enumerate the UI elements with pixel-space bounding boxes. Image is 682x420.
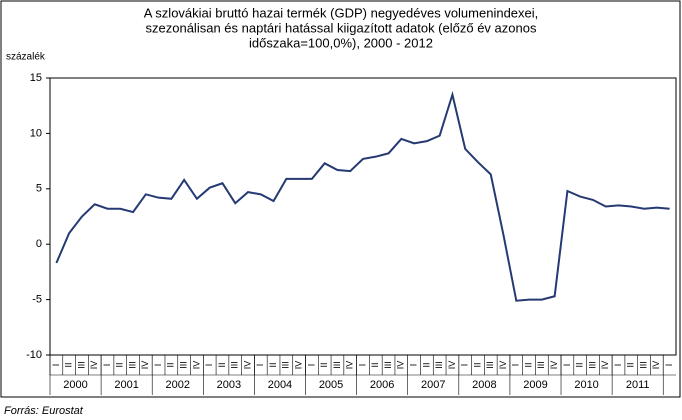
chart-frame (0, 0, 681, 398)
chart-title: időszaka=100,0%), 2000 - 2012 (249, 35, 433, 50)
x-tick-label: III (230, 361, 240, 369)
x-tick-label: II (115, 362, 125, 367)
year-label: 2010 (574, 379, 598, 391)
year-label: 2006 (370, 379, 394, 391)
x-tick-label: I (102, 364, 112, 367)
x-tick-label: III (536, 361, 546, 369)
x-tick-label: III (485, 361, 495, 369)
y-tick-label: 0 (36, 238, 42, 250)
year-label: 2009 (523, 379, 547, 391)
x-tick-label: IV (140, 361, 150, 370)
x-tick-label: II (64, 362, 74, 367)
x-tick-label: III (587, 361, 597, 369)
x-tick-label: III (638, 361, 648, 369)
x-tick-label: I (562, 364, 572, 367)
x-axis: I II III IV I II III IV I II III IV I II III IV I II III IV… (49, 355, 682, 395)
year-label: 2012 (677, 379, 682, 391)
year-label: 2003 (217, 379, 241, 391)
x-tick-label: II (319, 362, 329, 367)
x-tick-label: IV (549, 361, 559, 370)
chart-title: A szlovákiai bruttó hazai termék (GDP) n… (144, 5, 539, 20)
x-tick-label: I (357, 364, 367, 367)
y-tick-label: 10 (30, 127, 42, 139)
x-tick-label: IV (498, 361, 508, 370)
year-label: 2007 (421, 379, 445, 391)
x-tick-label: II (472, 362, 482, 367)
year-label: 2001 (114, 379, 138, 391)
y-tick-label: -5 (32, 294, 42, 306)
x-tick-label: I (460, 364, 470, 367)
year-label: 2011 (626, 379, 650, 391)
x-tick-label: IV (89, 361, 99, 370)
line (55, 90, 670, 302)
source: Forrás: Eurostat (4, 405, 84, 417)
x-tick-label: I (408, 364, 418, 367)
x-tick-label: IV (242, 361, 252, 370)
x-tick-label: IV (345, 361, 355, 370)
y-axis-label: százalék (6, 52, 46, 63)
y-tick-label: -10 (26, 349, 42, 361)
x-tick-label: IV (396, 361, 406, 370)
x-tick-label: III (76, 361, 86, 369)
x-tick-label: III (383, 361, 393, 369)
x-tick-label: II (575, 362, 585, 367)
x-tick-label: III (434, 361, 444, 369)
x-tick-label: I (153, 364, 163, 367)
x-tick-label: IV (191, 361, 201, 370)
year-label: 2005 (319, 379, 343, 391)
x-tick-label: I (204, 364, 214, 367)
x-tick-label: I (613, 364, 623, 367)
x-tick-label: II (268, 362, 278, 367)
y-tick-label: 15 (30, 72, 42, 84)
x-tick-label: IV (293, 361, 303, 370)
x-tick-label: III (179, 361, 189, 369)
x-tick-label: I (306, 364, 316, 367)
x-tick-label: II (626, 362, 636, 367)
x-tick-label: II (370, 362, 380, 367)
x-tick-label: IV (651, 361, 661, 370)
plot-area (49, 77, 677, 356)
x-tick-label: III (127, 361, 137, 369)
year-label: 2008 (472, 379, 496, 391)
chart-title: szezonálisan és naptári hatással kiigazí… (146, 20, 537, 35)
x-tick-label: II (421, 362, 431, 367)
x-tick-label: IV (600, 361, 610, 370)
x-tick-label: II (523, 362, 533, 367)
x-tick-label: IV (447, 361, 457, 370)
x-tick-label: II (217, 362, 227, 367)
year-label: 2004 (268, 379, 292, 391)
x-tick-label: I (664, 364, 674, 367)
x-tick-label: I (255, 364, 265, 367)
x-tick-label: III (281, 361, 291, 369)
year-label: 2002 (166, 379, 190, 391)
y-tick-label: 5 (36, 183, 42, 195)
x-tick-label: I (511, 364, 521, 367)
x-tick-label: I (51, 364, 61, 367)
year-label: 2000 (63, 379, 87, 391)
x-tick-label: III (332, 361, 342, 369)
x-tick-label: II (166, 362, 176, 367)
